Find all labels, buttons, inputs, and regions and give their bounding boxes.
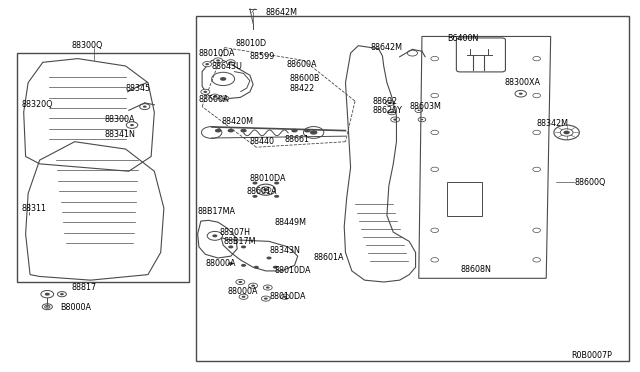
Circle shape: [228, 262, 234, 265]
Text: 88320Q: 88320Q: [22, 100, 53, 109]
Text: 88010DA: 88010DA: [199, 49, 236, 58]
Text: 88300XA: 88300XA: [505, 78, 541, 87]
Circle shape: [394, 118, 397, 121]
Circle shape: [215, 129, 221, 132]
Circle shape: [205, 63, 209, 65]
Circle shape: [229, 61, 233, 63]
Text: B6400N: B6400N: [447, 34, 479, 43]
Circle shape: [241, 129, 246, 132]
Bar: [447, 182, 483, 215]
Text: R0B0007P: R0B0007P: [572, 351, 612, 360]
Circle shape: [214, 58, 223, 63]
Circle shape: [253, 266, 259, 269]
Text: 88600Q: 88600Q: [575, 178, 606, 187]
Circle shape: [203, 62, 212, 67]
Text: 88311: 88311: [22, 203, 47, 213]
Circle shape: [519, 93, 523, 95]
Text: 88422: 88422: [289, 84, 315, 93]
Circle shape: [264, 298, 268, 300]
Circle shape: [273, 266, 278, 269]
Circle shape: [263, 188, 268, 191]
Text: 88010DA: 88010DA: [274, 266, 310, 275]
Text: 88420M: 88420M: [221, 117, 253, 126]
Text: 88603M: 88603M: [409, 102, 441, 111]
Circle shape: [266, 257, 271, 260]
Text: 88343N: 88343N: [269, 246, 300, 255]
Circle shape: [274, 182, 279, 185]
Text: 88010DA: 88010DA: [250, 174, 287, 183]
Text: 88342M: 88342M: [537, 119, 569, 128]
Text: 88B17MA: 88B17MA: [197, 207, 235, 217]
Circle shape: [223, 97, 227, 100]
Text: 88642M: 88642M: [266, 8, 298, 17]
Circle shape: [220, 96, 229, 101]
Circle shape: [252, 182, 257, 185]
Circle shape: [252, 195, 257, 198]
Text: 88817: 88817: [72, 283, 97, 292]
Circle shape: [251, 285, 255, 287]
Circle shape: [241, 246, 246, 248]
Circle shape: [283, 296, 287, 298]
Circle shape: [239, 281, 243, 283]
Circle shape: [204, 91, 207, 93]
Text: 88000A: 88000A: [228, 287, 258, 296]
Text: 88643U: 88643U: [212, 61, 243, 71]
Bar: [17, 53, 189, 282]
Text: 88661: 88661: [285, 135, 310, 144]
Circle shape: [420, 119, 423, 120]
Text: 88600B: 88600B: [289, 74, 320, 83]
Circle shape: [213, 96, 217, 98]
Circle shape: [242, 296, 246, 298]
Circle shape: [228, 246, 234, 248]
Circle shape: [241, 264, 246, 267]
Text: 88601A: 88601A: [314, 253, 344, 263]
Text: 88449M: 88449M: [274, 218, 306, 227]
Text: 88620Y: 88620Y: [373, 106, 403, 115]
Circle shape: [390, 111, 394, 113]
Circle shape: [388, 102, 392, 104]
Circle shape: [291, 129, 298, 132]
Text: 88608N: 88608N: [460, 264, 491, 273]
Circle shape: [563, 131, 570, 134]
Text: 88300Q: 88300Q: [72, 41, 103, 50]
Circle shape: [143, 106, 147, 108]
Circle shape: [417, 110, 420, 111]
Text: 88010D: 88010D: [236, 39, 267, 48]
Text: 88600A: 88600A: [287, 60, 317, 69]
Circle shape: [304, 129, 310, 132]
Text: 88601A: 88601A: [246, 187, 277, 196]
Circle shape: [201, 89, 210, 94]
Text: 88599: 88599: [250, 52, 275, 61]
Text: 88440: 88440: [250, 137, 275, 146]
Text: 88600A: 88600A: [199, 95, 229, 104]
Circle shape: [45, 293, 50, 296]
Text: 88300A: 88300A: [104, 115, 135, 124]
Text: 88602: 88602: [373, 97, 398, 106]
Text: 88341N: 88341N: [104, 130, 136, 139]
Circle shape: [266, 286, 269, 289]
Circle shape: [130, 124, 134, 126]
Text: 88345: 88345: [125, 84, 151, 93]
Bar: [196, 16, 629, 361]
Text: B8000A: B8000A: [60, 303, 91, 312]
Text: 88307H: 88307H: [220, 228, 250, 237]
Circle shape: [220, 77, 227, 81]
Text: 88B17M: 88B17M: [223, 237, 255, 246]
Circle shape: [60, 293, 64, 295]
Circle shape: [228, 129, 234, 132]
Circle shape: [274, 195, 279, 198]
Circle shape: [211, 94, 220, 99]
Text: 88642M: 88642M: [371, 43, 403, 52]
Circle shape: [212, 234, 218, 237]
Circle shape: [46, 306, 49, 308]
Circle shape: [227, 60, 236, 65]
Circle shape: [216, 60, 220, 62]
Text: 88010DA: 88010DA: [269, 292, 305, 301]
Text: 88000A: 88000A: [205, 259, 236, 268]
Circle shape: [310, 130, 317, 135]
